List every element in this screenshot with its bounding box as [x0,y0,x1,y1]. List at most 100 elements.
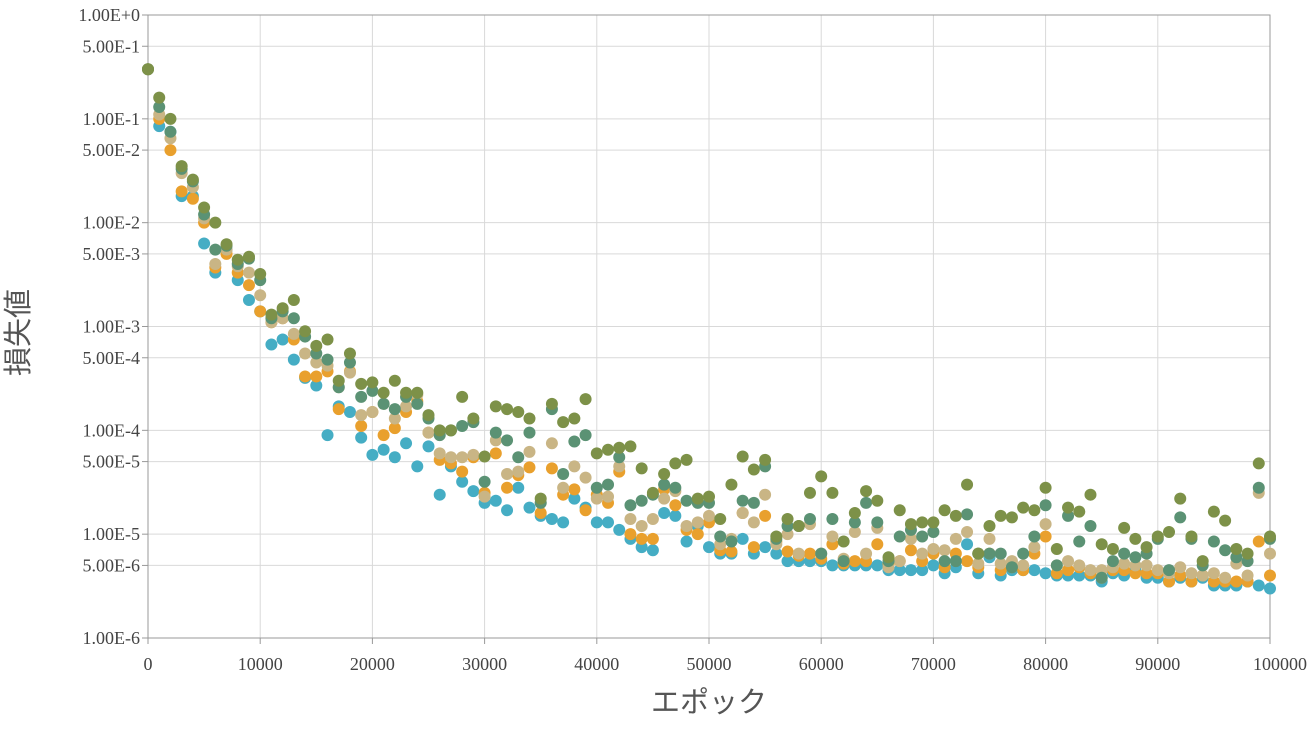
data-point [938,555,951,568]
data-point [557,481,570,494]
data-point [1252,579,1265,592]
data-point [456,420,469,433]
data-point [871,538,884,551]
data-point [781,528,794,541]
data-point [983,532,996,545]
data-point [1095,538,1108,551]
data-point [1174,561,1187,574]
data-point [635,519,648,532]
data-point [1106,555,1119,568]
data-point [1129,559,1142,572]
data-point [1118,521,1131,534]
y-tick-label: 5.00E-6 [83,555,141,575]
data-point [377,429,390,442]
data-point [433,488,446,501]
data-point [646,512,659,525]
data-point [602,443,615,456]
data-point [1028,541,1041,554]
data-point [1207,575,1220,588]
data-point [747,516,760,529]
data-point [1062,501,1075,514]
data-point [949,555,962,568]
data-point [714,530,727,543]
data-point [848,506,861,519]
data-point [1084,488,1097,501]
data-point [1241,569,1254,582]
data-point [904,564,917,577]
data-point [377,397,390,410]
data-point [265,338,278,351]
x-tick-label: 90000 [1135,654,1180,674]
data-point [725,535,738,548]
data-point [164,125,177,138]
data-point [624,512,637,525]
data-point [1129,532,1142,545]
y-tick-label: 5.00E-4 [83,348,141,368]
data-point [759,453,772,466]
data-point [624,440,637,453]
data-point [366,406,379,419]
data-point [938,544,951,557]
data-point [669,499,682,512]
data-point [456,465,469,478]
data-point [635,541,648,554]
data-point [1118,547,1131,560]
data-point [781,512,794,525]
data-point [512,451,525,464]
data-point [837,535,850,548]
data-point [545,397,558,410]
data-point [1017,547,1030,560]
data-point [568,435,581,448]
data-point [680,535,693,548]
data-point [691,492,704,505]
data-point [646,532,659,545]
data-point [478,450,491,463]
data-point [1062,509,1075,522]
y-tick-label: 1.00E-3 [83,317,141,337]
data-point [1118,557,1131,570]
data-point [904,532,917,545]
data-point [1106,542,1119,555]
data-point [355,377,368,390]
data-point [669,457,682,470]
data-point [691,516,704,529]
data-point [1163,575,1176,588]
data-point [1264,569,1276,582]
data-point [220,238,233,251]
data-point [1017,501,1030,514]
data-point [534,506,547,519]
data-point [299,370,312,383]
data-point [860,496,873,509]
data-point [949,509,962,522]
x-tick-label: 10000 [238,654,283,674]
data-point [759,541,772,554]
data-point [826,530,839,543]
data-point [770,547,783,560]
data-point [456,475,469,488]
data-point [602,490,615,503]
data-point [299,347,312,360]
y-axis-title: 損失値 [1,289,35,376]
data-point [1196,569,1209,582]
data-point [254,305,267,318]
data-point [377,386,390,399]
data-point [478,490,491,503]
data-point [186,173,199,186]
data-point [1207,567,1220,580]
data-point [1207,535,1220,548]
data-point [759,509,772,522]
x-tick-label: 40000 [574,654,619,674]
data-point [343,406,356,419]
data-point [467,485,480,498]
data-point [444,424,457,437]
data-point [703,509,715,522]
data-point [310,356,323,369]
data-point [1196,555,1209,568]
data-point [916,564,929,577]
y-tick-label: 1.00E+0 [78,5,140,25]
data-point [658,467,671,480]
data-point [1084,564,1097,577]
data-point [1174,569,1187,582]
data-point [680,494,693,507]
